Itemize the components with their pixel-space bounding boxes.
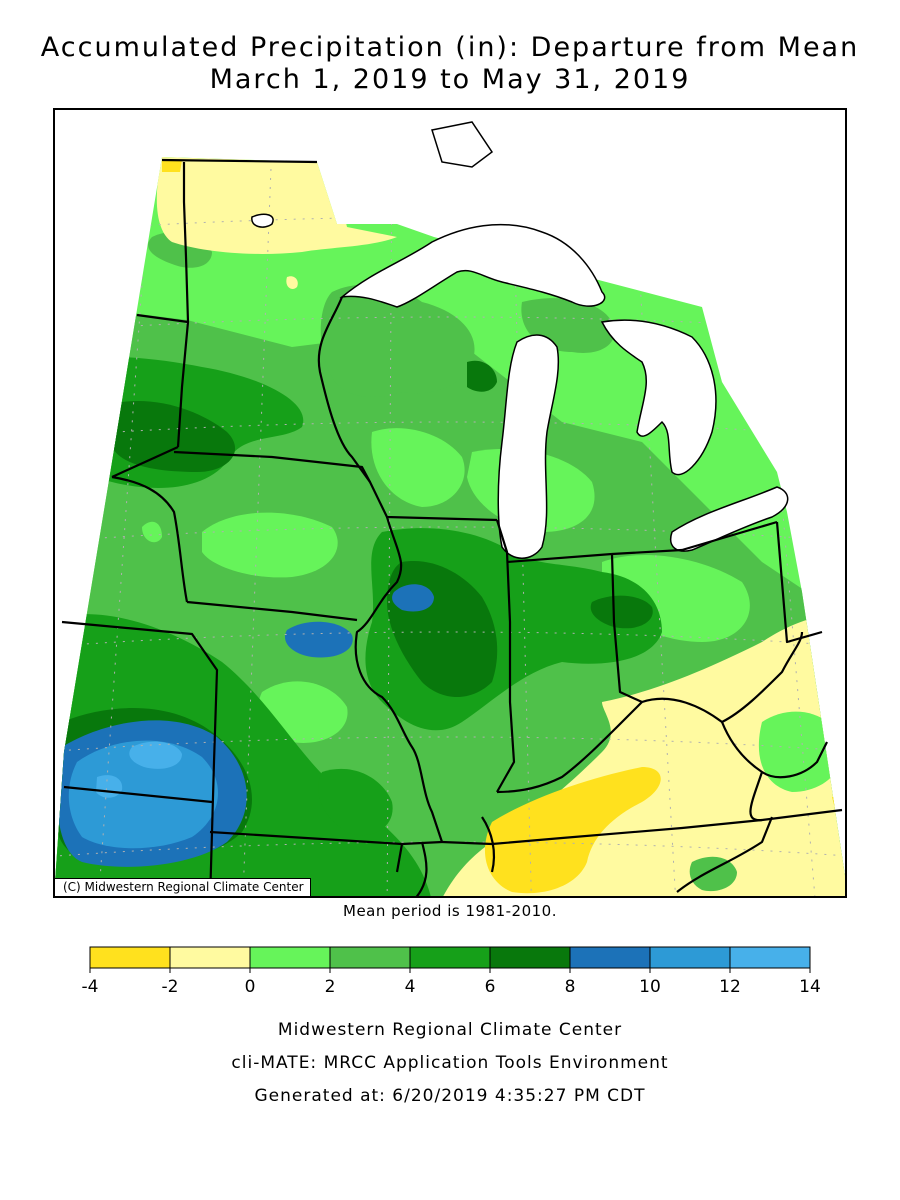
copyright-label: (C) Midwestern Regional Climate Center — [55, 878, 311, 896]
legend-tick-label: 2 — [325, 977, 336, 997]
border-ohio-river-east — [641, 631, 804, 724]
contour-neg4-neg2-in-nd — [162, 160, 182, 172]
border-canada-mn — [161, 158, 318, 164]
contour-2-4-in-tn — [689, 856, 737, 892]
legend-tick-label: 0 — [245, 977, 256, 997]
lake-of-the-woods — [251, 213, 274, 228]
border-in-oh — [610, 553, 643, 704]
legend-swatch — [649, 946, 731, 969]
legend-swatch — [89, 946, 171, 969]
border-mississippi — [354, 516, 444, 843]
border-sd-ne-river — [111, 475, 189, 603]
border-sd-ia-west — [111, 445, 179, 479]
border-ia-mo — [186, 600, 358, 622]
legend-swatch — [489, 946, 571, 969]
lake-huron — [600, 319, 717, 476]
border-il-in — [495, 519, 516, 793]
legend-tick-label: -2 — [162, 977, 179, 997]
contour-2-4-in-wisconsin — [320, 284, 475, 397]
mean-period-note: Mean period is 1981-2010. — [343, 902, 557, 920]
legend-tick-label: 8 — [565, 977, 576, 997]
contour-12-14-in — [129, 741, 182, 769]
legend-tick-label: 14 — [799, 977, 821, 997]
contour-0-2-in-spot — [142, 521, 162, 543]
contour-8-10-in-illinois — [392, 584, 434, 612]
great-lakes — [251, 121, 789, 559]
legend-swatch — [169, 946, 251, 969]
border-ky-va — [749, 771, 764, 822]
contour-6-8-in-wis — [467, 360, 497, 392]
lake-michigan — [497, 334, 560, 559]
border-ohio-river-west — [496, 701, 643, 794]
legend-tick-label: 10 — [639, 977, 661, 997]
contour-0-2-in-wv — [758, 711, 843, 792]
legend-swatch — [249, 946, 331, 969]
border-mi-oh — [611, 520, 778, 556]
lake-erie — [670, 486, 789, 552]
legend-tick-label: 4 — [405, 977, 416, 997]
state-boundaries — [61, 158, 843, 896]
color-legend: -4 -2 0 2 4 6 8 10 12 14 — [82, 946, 821, 997]
footer-generated-time: Generated at: 6/20/2019 4:35:27 PM CDT — [254, 1086, 646, 1106]
border-ky-tn-lake — [481, 816, 496, 873]
border-ky-tn — [441, 808, 843, 846]
legend-swatch — [409, 946, 491, 969]
legend-tick-label: 6 — [485, 977, 496, 997]
contour-8-10-in-iowa — [284, 621, 353, 658]
border-ks-ok — [63, 785, 213, 804]
border-mo-bootheel — [395, 843, 404, 873]
border-mo-tn-river — [415, 841, 428, 896]
border-tn-va — [676, 816, 774, 893]
border-ne-ks-mo — [61, 620, 219, 896]
contour-0-2-in-swis — [371, 428, 465, 507]
border-mn-wi — [317, 296, 371, 483]
precipitation-map: (C) Midwestern Regional Climate Center — [53, 108, 847, 898]
border-nd-mn — [176, 162, 190, 448]
border-oh-pa — [775, 521, 823, 644]
border-mn-ia — [173, 450, 498, 522]
lake-nipigon — [431, 121, 494, 168]
border-mi-in — [506, 552, 613, 564]
legend-tick-label: 12 — [719, 977, 741, 997]
contour-6-8-in-indiana — [590, 595, 653, 629]
map-title-line1: Accumulated Precipitation (in): Departur… — [40, 32, 860, 63]
lake-superior — [339, 223, 606, 308]
contour-neg4-neg2-in — [484, 767, 661, 894]
border-nd-sd — [136, 313, 189, 324]
footer-application: cli-MATE: MRCC Application Tools Environ… — [231, 1053, 669, 1073]
contour-neg2-0-in-spot — [286, 276, 298, 289]
contour-4-6-in-southmo — [318, 768, 393, 836]
legend-swatch — [569, 946, 651, 969]
map-title-line2: March 1, 2019 to May 31, 2019 — [209, 64, 691, 95]
legend-tick-label: -4 — [82, 977, 99, 997]
map-canvas — [55, 121, 845, 896]
legend-swatch — [329, 946, 411, 969]
legend-swatch — [729, 946, 811, 969]
contour-neg2-0-in-north — [156, 157, 397, 254]
footer-organization: Midwestern Regional Climate Center — [277, 1020, 623, 1040]
